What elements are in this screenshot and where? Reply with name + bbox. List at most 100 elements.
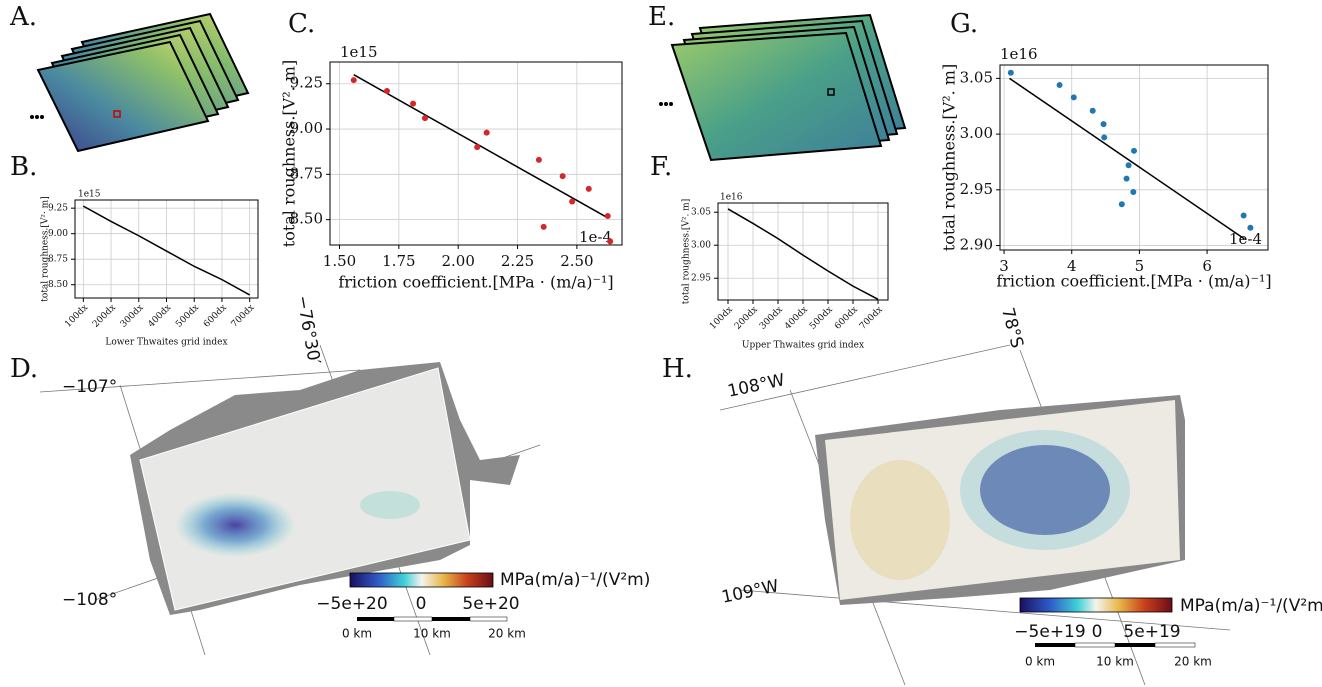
x-tick-label: 2.00 [441,252,474,270]
y-offset: 1e16 [720,193,743,203]
x-tick-label: 6 [1202,257,1212,275]
point [474,144,481,151]
panel-label: C. [288,9,315,39]
lat-label: 78°S [997,306,1027,351]
x-tick-label: 200dx [733,305,760,332]
panel-label: H. [662,354,693,384]
y-tick-label: 3.05 [960,68,993,86]
plot-frame [329,61,623,246]
colorbar-label: 5e+20 [462,594,519,614]
y-axis-label: total roughness.[V². m] [940,64,959,251]
point [410,100,417,107]
y-tick-label: 8.75 [48,255,68,265]
x-axis-label: Lower Thwaites grid index [105,338,227,348]
plot-frame [74,199,259,299]
point [1118,201,1125,208]
x-tick-label: 400dx [147,303,174,330]
panel-label: D. [10,354,38,384]
point [421,115,428,122]
colorbar-label: −5e+20 [316,594,387,614]
line [727,208,879,301]
y-axis-label: total roughness.[V². m] [682,199,692,304]
x-tick-label: 700dx [230,303,257,330]
fit-line [353,74,609,219]
panel-label: A. [9,2,37,32]
plot-frame [999,64,1269,251]
x-tick-label: 1.50 [323,252,356,270]
x-axis-label: friction coefficient.[MPa · (m/a)⁻¹] [338,273,613,292]
y-offset: 1e16 [1000,45,1038,63]
lon-label: −108° [62,590,117,610]
x-tick-label: 300dx [758,305,785,332]
x-axis-label: friction coefficient.[MPa · (m/a)⁻¹] [996,272,1271,291]
x-tick-label: 200dx [91,303,118,330]
point [1125,162,1132,169]
x-tick-label: 5 [1135,257,1145,275]
y-tick-label: 3.00 [691,241,711,251]
map-d [39,344,541,656]
x-tick-label: 700dx [858,305,885,332]
x-tick-label: 400dx [783,305,810,332]
x-tick-label: 300dx [119,303,146,330]
x-tick-label: 600dx [833,305,860,332]
scale-label: 10 km [413,627,451,641]
point [1130,189,1137,196]
point [540,223,547,230]
x-axis-label: Upper Thwaites grid index [742,341,864,351]
x-tick-label: 4 [1067,257,1077,275]
x-tick-label: 2.50 [560,252,593,270]
lat-label: −76°30′ [292,294,324,366]
colorbar-label: −5e+19 [1014,622,1085,642]
lon-label: −107° [62,377,117,397]
y-tick-label: 3.00 [960,124,993,142]
point [535,156,542,163]
point [350,77,357,84]
y-tick-label: 2.95 [960,180,993,198]
y-tick-label: 2.95 [691,274,711,284]
point [483,129,490,136]
point [1247,224,1254,231]
x-tick-label: 100dx [63,303,90,330]
plot-frame [717,202,889,301]
scale-label: 0 km [342,627,372,641]
point [1070,94,1077,101]
x-tick-label: 1.75 [382,252,415,270]
scale-label: 10 km [1096,655,1134,669]
y-tick-label: 9.25 [290,74,323,92]
panel-label: F. [650,152,672,182]
panel-e-layers [659,13,907,162]
panel-a-layers [30,12,250,153]
fit-line [1009,77,1245,240]
point [1007,69,1014,76]
y-offset: 1e15 [78,190,101,200]
scale-label: 0 km [1025,655,1055,669]
colorbar-label: 0 [1092,622,1103,642]
y-tick-label: 9.00 [48,229,68,239]
point [604,213,611,220]
y-tick-label: 9.00 [290,119,323,137]
x-tick-label: 600dx [202,303,229,330]
x-tick-label: 3 [999,257,1009,275]
y-tick-label: 2.90 [960,236,993,254]
y-axis-label: total roughness.[V²· m] [41,196,51,301]
x-tick-label: 2.25 [501,252,534,270]
point [1089,107,1096,114]
x-offset: 1e-4 [579,228,612,246]
panel-label: E. [648,2,675,32]
point [1240,212,1247,219]
line [82,205,251,296]
scale-label: 20 km [1174,655,1212,669]
point [585,185,592,192]
x-tick-label: 500dx [808,305,835,332]
point [1100,121,1107,128]
point [383,87,390,94]
panel-label: G. [950,9,978,39]
x-tick-label: 500dx [174,303,201,330]
y-tick-label: 9.25 [48,204,68,214]
x-tick-label: 100dx [708,305,735,332]
point [1123,175,1130,182]
y-tick-label: 8.50 [48,280,68,290]
colorbar-label: 5e+19 [1123,622,1180,642]
lon-label: 109°W [720,576,781,608]
point [1056,82,1063,89]
